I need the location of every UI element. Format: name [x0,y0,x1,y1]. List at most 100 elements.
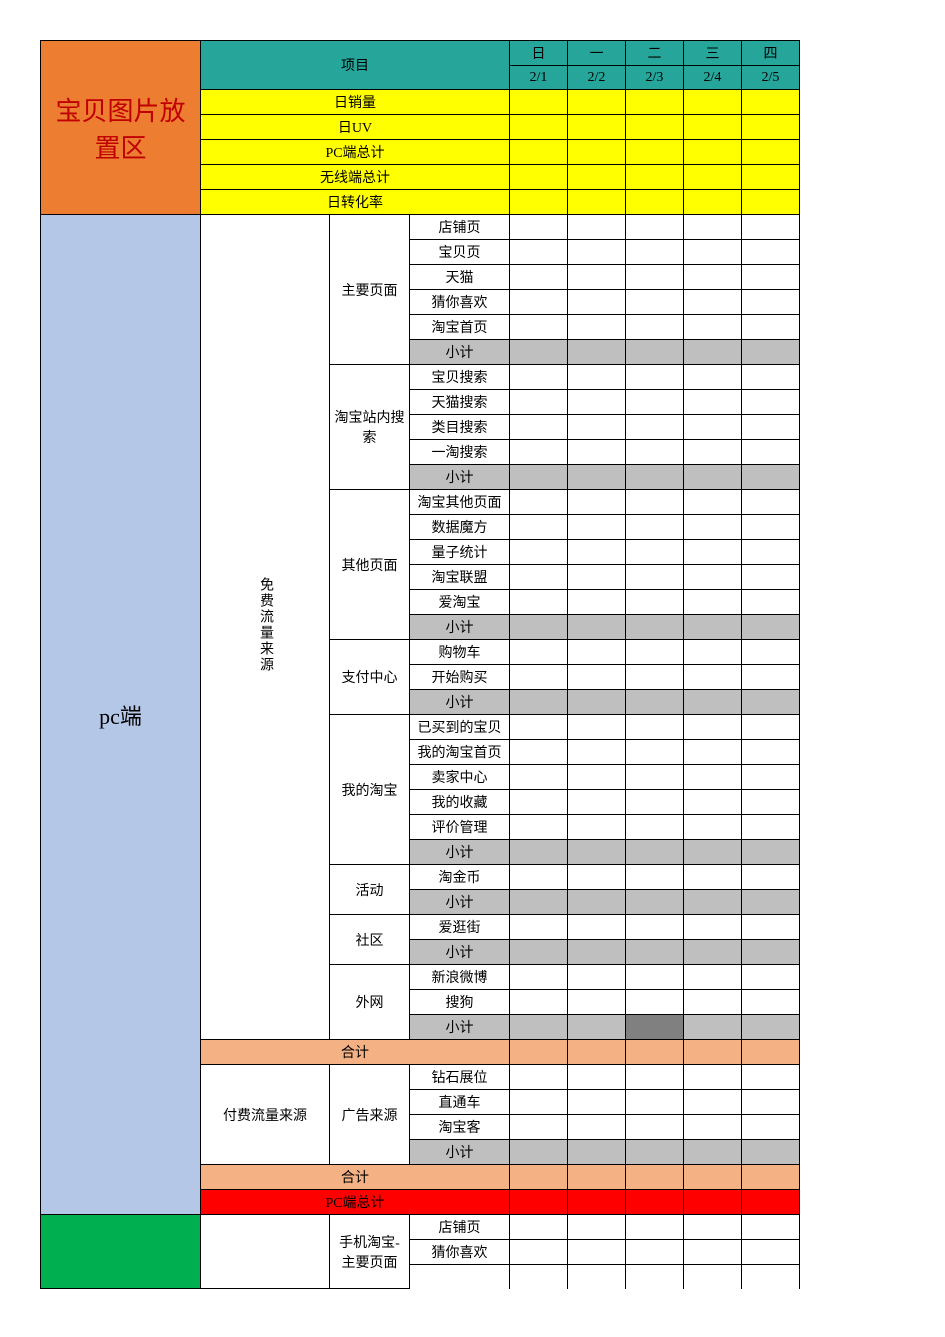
data-cell [568,990,626,1015]
data-cell [684,140,742,165]
data-cell [626,940,684,965]
data-cell [626,1190,684,1215]
data-cell [568,815,626,840]
data-cell [626,765,684,790]
data-cell [742,115,800,140]
data-cell [568,190,626,215]
row-label: 爱逛街 [410,915,510,940]
data-cell [568,1065,626,1090]
subtotal-label: 小计 [410,340,510,365]
data-cell [742,240,800,265]
data-cell [626,715,684,740]
data-cell [568,490,626,515]
pc-section-title: pc端 [41,215,201,1215]
summary-row-2: PC端总计 [201,140,510,165]
data-cell [742,965,800,990]
subtotal-label: 小计 [410,690,510,715]
data-cell [510,1115,568,1140]
data-cell [684,1240,742,1265]
data-cell [568,865,626,890]
data-cell [510,890,568,915]
row-label: 一淘搜索 [410,440,510,465]
data-cell [742,765,800,790]
data-cell [684,1140,742,1165]
data-cell [626,365,684,390]
data-cell [568,540,626,565]
data-cell [568,390,626,415]
data-cell [510,690,568,715]
day-header-0: 日 [510,41,568,66]
data-cell [626,1115,684,1140]
data-cell [684,1265,742,1289]
data-cell [568,915,626,940]
data-cell [568,1015,626,1040]
data-cell [684,740,742,765]
row-label: 钻石展位 [410,1065,510,1090]
data-cell [684,490,742,515]
row-label: 开始购买 [410,665,510,690]
data-cell [626,340,684,365]
data-cell [510,765,568,790]
data-cell [684,890,742,915]
data-cell [510,440,568,465]
subtotal-label: 小计 [410,890,510,915]
data-cell [568,890,626,915]
data-cell [510,1140,568,1165]
data-cell [626,1040,684,1065]
data-cell [568,565,626,590]
data-cell [626,540,684,565]
data-cell [626,1090,684,1115]
row-label: 爱淘宝 [410,590,510,615]
data-cell [510,290,568,315]
data-cell [568,1165,626,1190]
data-cell [684,965,742,990]
data-cell [684,840,742,865]
data-cell [742,190,800,215]
data-cell [568,640,626,665]
data-cell [510,115,568,140]
data-cell [742,215,800,240]
data-cell [626,740,684,765]
data-cell [742,415,800,440]
data-cell [510,215,568,240]
data-cell [684,765,742,790]
day-header-2: 二 [626,41,684,66]
data-cell [510,1040,568,1065]
data-cell [626,190,684,215]
data-cell [626,690,684,715]
data-cell [684,1040,742,1065]
data-cell [684,940,742,965]
row-label: 店铺页 [410,1215,510,1240]
subtotal-label: 小计 [410,940,510,965]
date-header-2: 2/3 [626,66,684,90]
data-cell [510,365,568,390]
data-cell [684,665,742,690]
data-cell [742,340,800,365]
data-cell [568,265,626,290]
data-cell [568,965,626,990]
data-cell [568,465,626,490]
row-label: 宝贝页 [410,240,510,265]
data-cell [742,790,800,815]
day-header-3: 三 [684,41,742,66]
data-cell [684,115,742,140]
data-cell [742,315,800,340]
data-cell [510,490,568,515]
data-cell [626,815,684,840]
day-header-4: 四 [742,41,800,66]
data-cell [568,765,626,790]
data-cell [568,1140,626,1165]
data-cell [510,465,568,490]
data-cell [742,1240,800,1265]
data-cell [568,715,626,740]
data-cell [568,240,626,265]
data-cell [626,240,684,265]
data-cell [742,815,800,840]
data-cell [568,940,626,965]
data-cell [626,215,684,240]
data-cell [626,1015,684,1040]
data-cell [742,1165,800,1190]
day-header-1: 一 [568,41,626,66]
data-cell [742,890,800,915]
data-cell [568,790,626,815]
